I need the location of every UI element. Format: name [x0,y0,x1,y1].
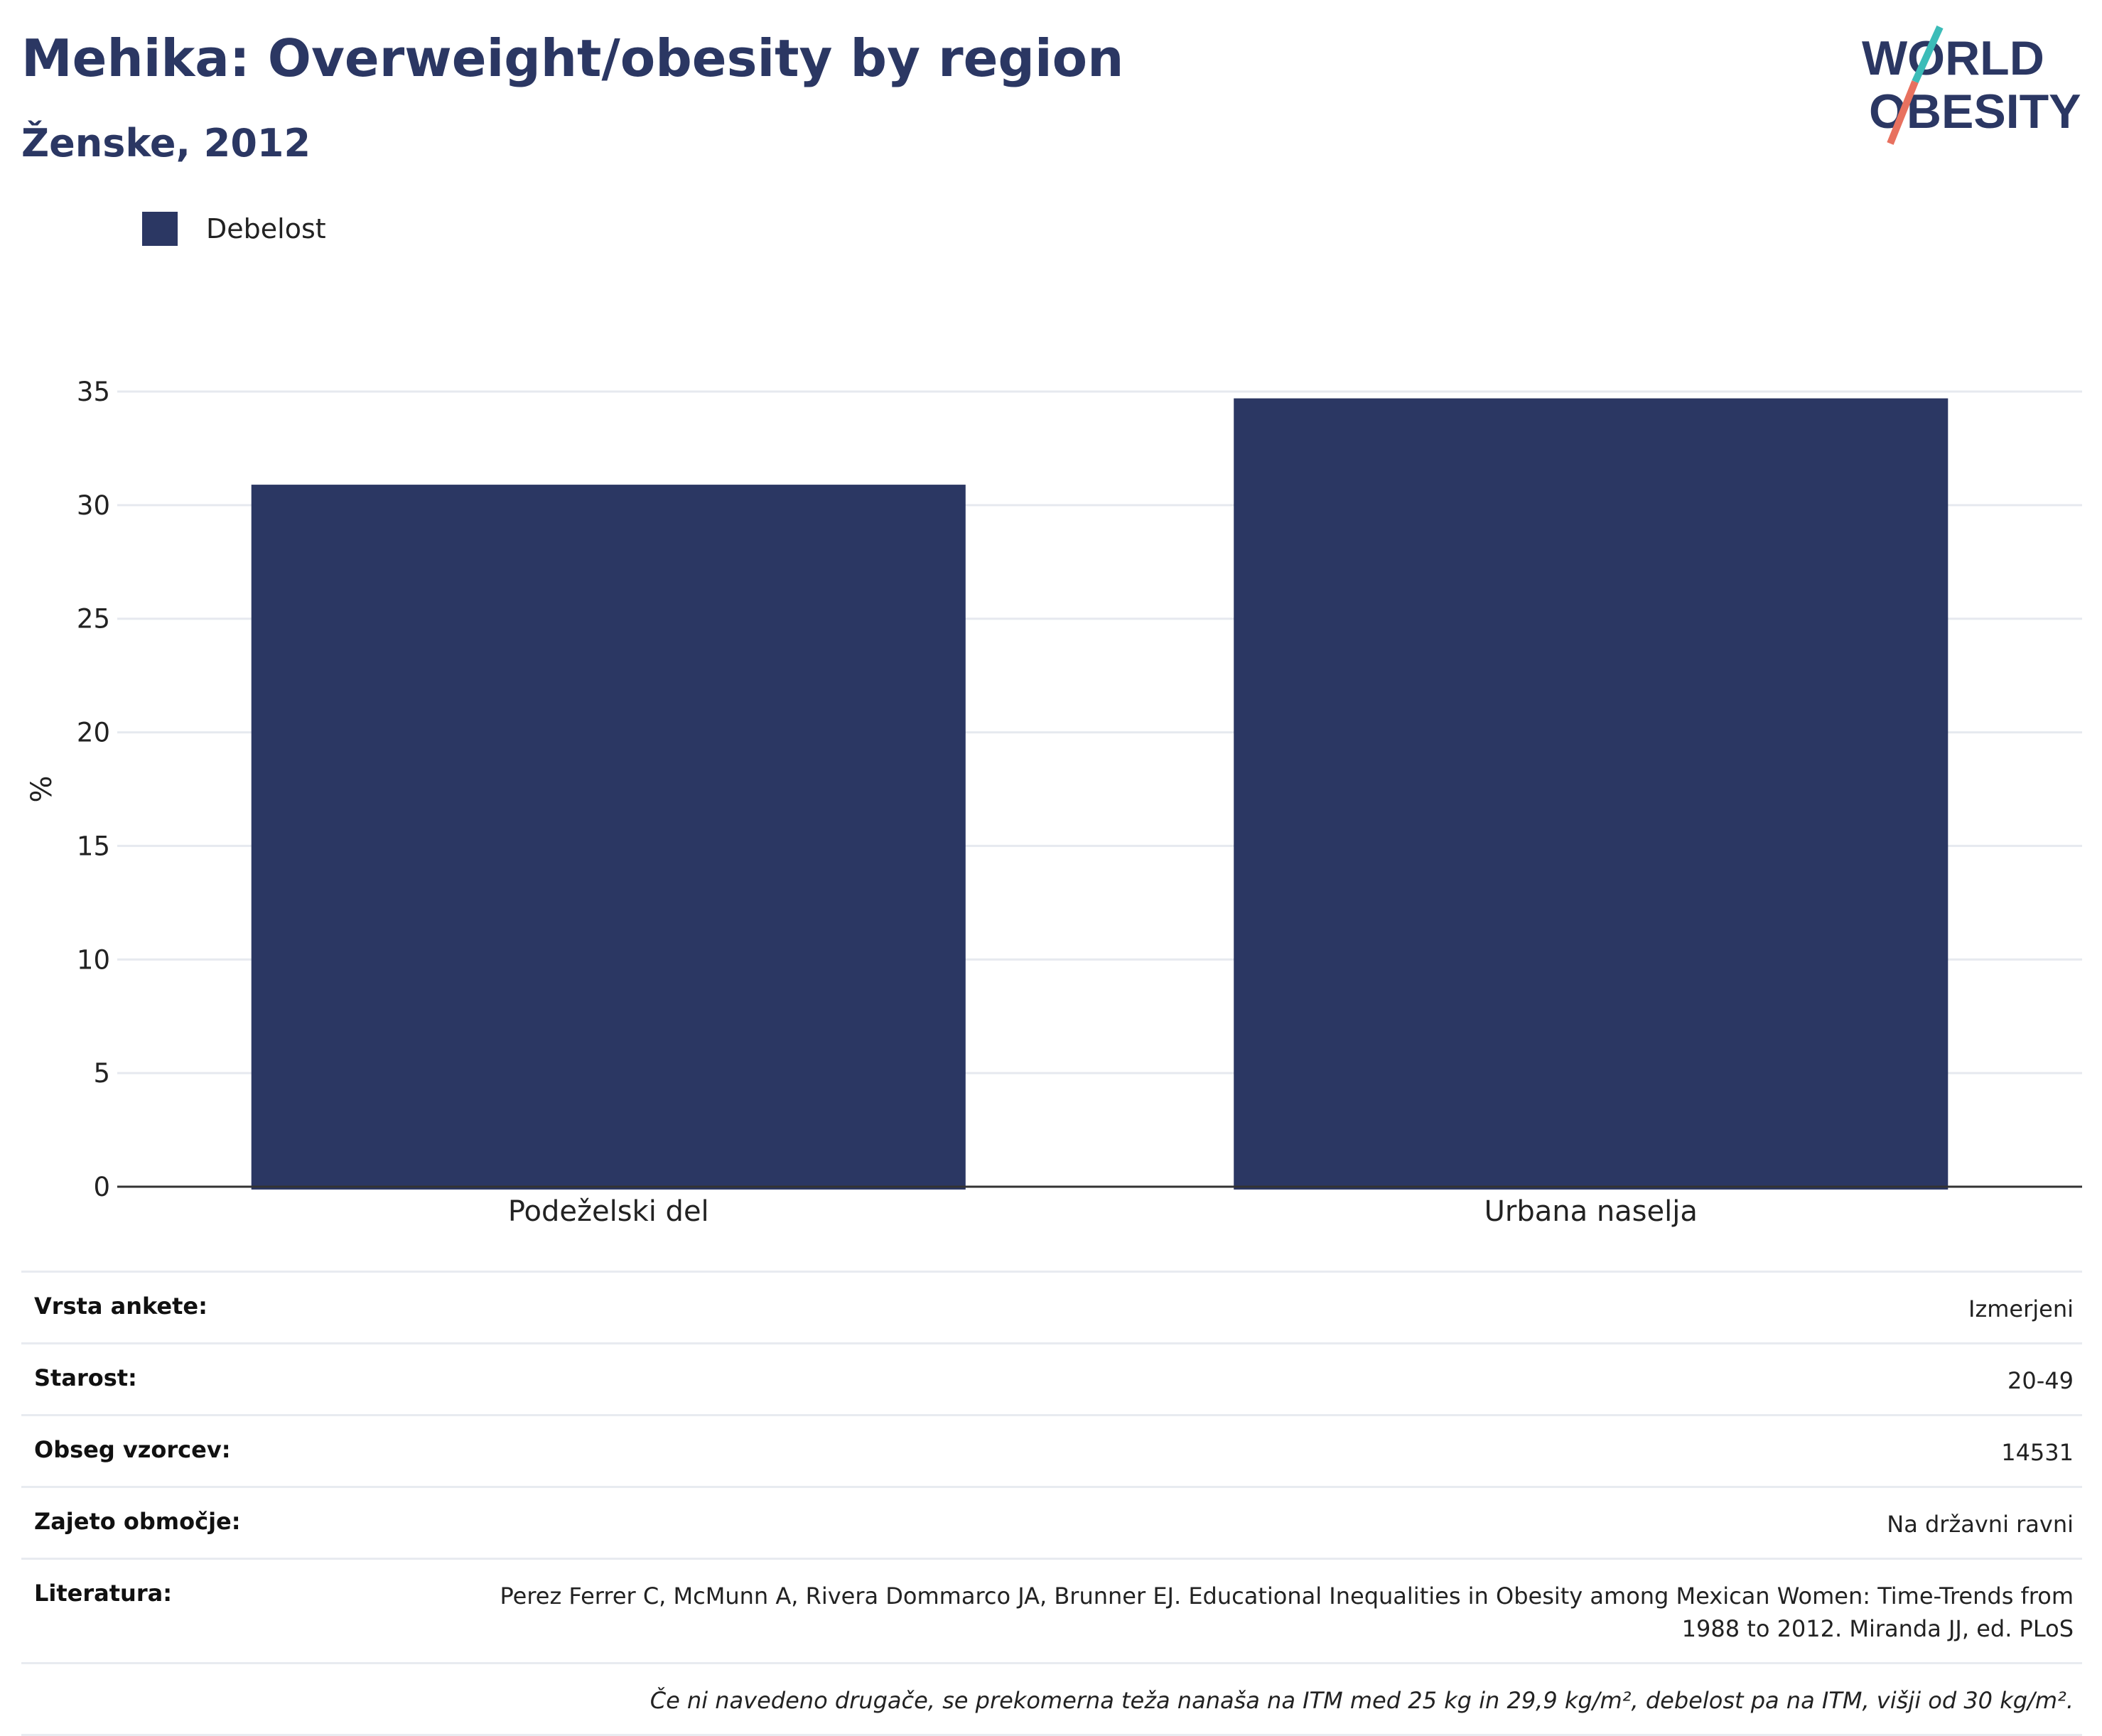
info-key: Zajeto območje: [34,1508,241,1535]
footnote-text: Če ni navedeno drugače, se prekomerna te… [650,1687,2074,1714]
info-key: Literatura: [34,1580,172,1607]
info-value: Izmerjeni [1968,1295,2074,1322]
y-axis-label: % [26,775,58,802]
y-tick-label: 15 [77,831,110,861]
info-value: Perez Ferrer C, McMunn A, Rivera Dommarc… [500,1583,2074,1642]
logo-slash-teal [1912,25,1944,84]
x-tick-label: Urbana naselja [1484,1195,1698,1228]
info-row-coverage: Zajeto območje: Na državni ravni [21,1486,2082,1558]
info-footnote: Če ni navedeno drugače, se prekomerna te… [21,1662,2082,1736]
legend-swatch [142,212,178,246]
y-tick-label: 5 [93,1058,110,1089]
info-key: Obseg vzorcev: [34,1436,231,1463]
bar [1234,398,1949,1190]
y-tick-label: 20 [77,718,110,748]
bar [251,485,966,1190]
info-row-reference: Literatura: Perez Ferrer C, McMunn A, Ri… [21,1558,2082,1662]
y-tick-label: 25 [77,604,110,635]
logo-slash-coral [1887,80,1919,145]
info-value: 20-49 [2007,1367,2074,1394]
world-obesity-logo: WORLD OBESITY [1862,25,2081,145]
info-row-sample-size: Obseg vzorcev: 14531 [21,1414,2082,1486]
info-row-age: Starost: 20-49 [21,1342,2082,1414]
chart-legend: Debelost [142,212,326,246]
y-tick-label: 10 [77,944,110,975]
info-key: Starost: [34,1364,137,1391]
survey-info-table: Vrsta ankete: Izmerjeni Starost: 20-49 O… [21,1271,2082,1736]
info-key: Vrsta ankete: [34,1293,207,1320]
logo-text-world: WORLD [1862,31,2044,85]
y-tick-label: 35 [77,377,110,407]
x-tick-label: Podeželski del [508,1195,709,1228]
page-title: Mehika: Overweight/obesity by region [21,28,1124,88]
info-value: Na državni ravni [1887,1511,2074,1538]
bar-chart: 0 5 10 15 20 25 30 35 Podeželski del Urbana nasel… [26,377,2082,1228]
legend-label: Debelost [206,213,326,244]
page-subtitle: Ženske, 2012 [21,121,311,166]
info-row-survey-type: Vrsta ankete: Izmerjeni [21,1271,2082,1342]
info-value: 14531 [2001,1439,2074,1466]
y-tick-label: 30 [77,490,110,521]
y-tick-label: 0 [93,1172,110,1202]
